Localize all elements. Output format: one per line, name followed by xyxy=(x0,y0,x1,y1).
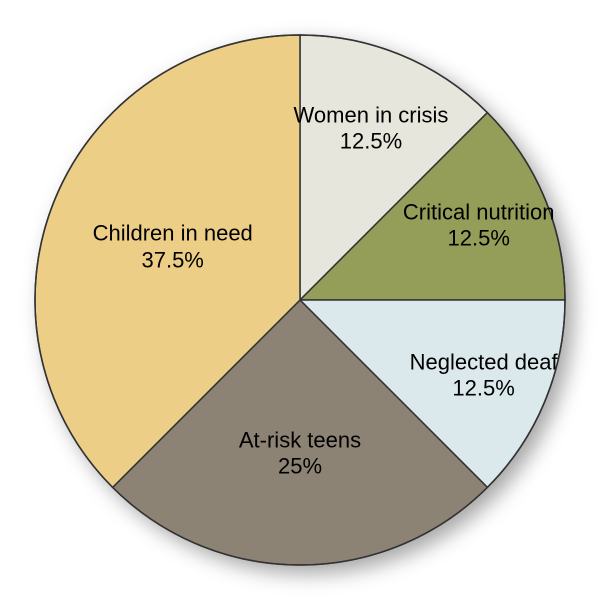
pie-svg xyxy=(0,0,600,600)
pie-chart: Women in crisis12.5%Critical nutrition12… xyxy=(0,0,600,600)
